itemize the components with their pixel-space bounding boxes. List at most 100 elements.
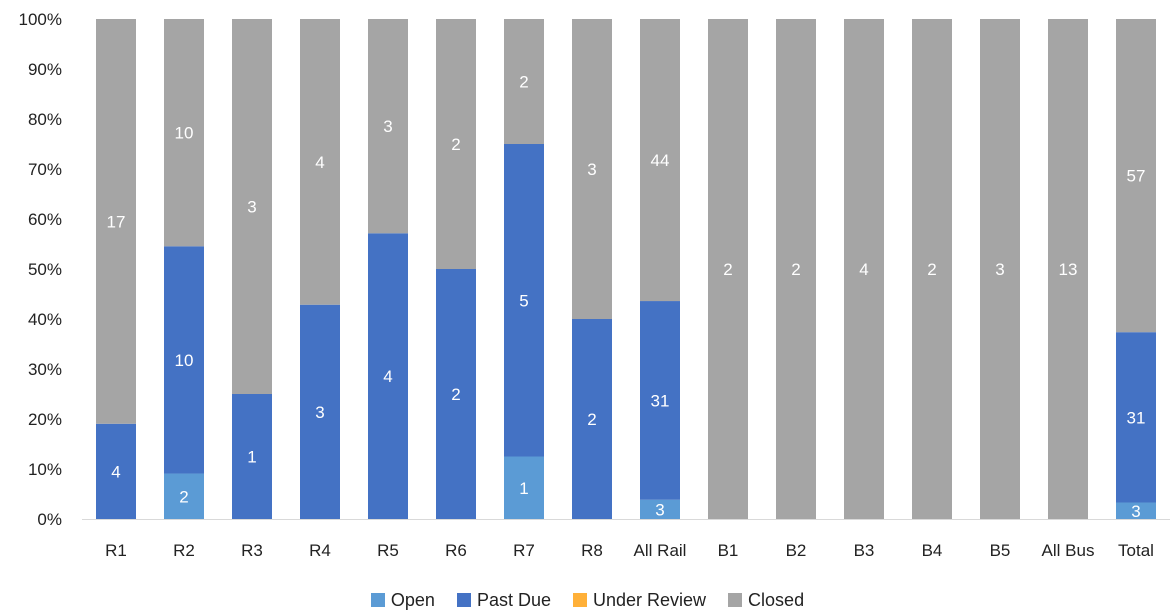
legend-label-closed: Closed — [748, 589, 805, 610]
bar-segment-past-due — [300, 304, 340, 519]
bar-segment-closed — [708, 19, 748, 519]
bar-segment-closed — [504, 19, 544, 144]
x-tick-label: B4 — [922, 541, 943, 560]
x-tick-label: R1 — [105, 541, 127, 560]
legend-label-under-review: Under Review — [593, 589, 707, 610]
data-label-closed: 4 — [859, 260, 868, 279]
data-label-closed: 2 — [723, 260, 732, 279]
bar-segment-closed — [844, 19, 884, 519]
bar-segment-closed — [980, 19, 1020, 519]
x-tick-label: R7 — [513, 541, 535, 560]
bar-segment-open — [1116, 502, 1156, 519]
y-tick-label: 40% — [28, 310, 62, 329]
legend: Open Past Due Under Review Closed — [0, 588, 1175, 612]
data-label-closed: 3 — [995, 260, 1004, 279]
data-label-closed: 3 — [247, 198, 256, 217]
bar-segment-open — [164, 473, 204, 519]
x-tick-label: R3 — [241, 541, 263, 560]
legend-swatch-closed — [728, 593, 743, 607]
x-tick-label: B1 — [718, 541, 739, 560]
data-label-open: 3 — [655, 500, 664, 519]
x-tick-label: R4 — [309, 541, 331, 560]
y-tick-label: 10% — [28, 460, 62, 479]
data-label-closed: 10 — [175, 124, 194, 143]
legend-label-past-due: Past Due — [476, 589, 551, 610]
bar-segment-past-due — [436, 269, 476, 519]
data-label-past-due: 2 — [587, 410, 596, 429]
x-axis-ticks: R1 R2 R3 R4 R5 R6 R7 R8 All Rail B1 B2 B3 B4 B5 All Bu… — [105, 541, 1154, 560]
data-label-closed: 2 — [519, 73, 528, 92]
bar-segment-closed — [1116, 19, 1156, 333]
data-label-past-due: 31 — [651, 391, 670, 410]
legend-swatch-under-review — [573, 593, 587, 607]
data-label-past-due: 2 — [451, 385, 460, 404]
data-label-past-due: 4 — [383, 367, 392, 386]
x-tick-label: R5 — [377, 541, 399, 560]
bar-segment-past-due — [164, 246, 204, 474]
data-label-closed: 13 — [1059, 260, 1078, 279]
y-tick-label: 50% — [28, 260, 62, 279]
legend-label-open: Open — [390, 589, 435, 610]
bar-segment-past-due — [504, 144, 544, 457]
x-tick-label: R2 — [173, 541, 195, 560]
bar-segment-past-due — [232, 394, 272, 519]
y-tick-label: 20% — [28, 410, 62, 429]
data-label-closed: 2 — [927, 260, 936, 279]
stacked-bar-chart: 0%10%20%30%40%50%60%70%80%90%100% 417210… — [19, 10, 1170, 560]
data-label-past-due: 3 — [315, 403, 324, 422]
x-tick-label: R8 — [581, 541, 603, 560]
y-tick-label: 30% — [28, 360, 62, 379]
data-label-closed: 3 — [383, 117, 392, 136]
bar-segment-closed — [1048, 19, 1088, 519]
legend-item-under-review: Under Review — [573, 590, 706, 611]
y-tick-label: 0% — [37, 510, 62, 529]
bar-segment-closed — [572, 19, 612, 319]
data-label-closed: 17 — [107, 212, 126, 231]
y-tick-label: 70% — [28, 160, 62, 179]
legend-item-past-due: Past Due — [456, 589, 551, 611]
legend-swatch-past-due — [456, 593, 471, 607]
data-label-closed: 2 — [791, 260, 800, 279]
data-label-closed: 44 — [651, 151, 670, 170]
y-axis-ticks: 0% 10% 20% 30% 40% 50% 60% 70% 80% 90% 100% — [19, 10, 62, 529]
bar-segment-closed — [436, 19, 476, 269]
data-label-past-due: 4 — [111, 462, 120, 481]
y-tick-label: 60% — [28, 210, 62, 229]
x-tick-label: All Bus — [1042, 541, 1095, 560]
x-tick-label: Total — [1118, 541, 1154, 560]
bar-segment-closed — [164, 19, 204, 247]
x-tick-label: All Rail — [634, 541, 687, 560]
data-label-closed: 57 — [1127, 167, 1146, 186]
y-tick-label: 90% — [28, 60, 62, 79]
data-label-past-due: 1 — [247, 448, 256, 467]
bar-segment-open — [504, 456, 544, 519]
bar-segment-closed — [232, 19, 272, 394]
bar-segment-closed — [300, 19, 340, 305]
x-tick-label: R6 — [445, 541, 467, 560]
bar-segment-open — [640, 499, 680, 519]
bar-segment-closed — [912, 19, 952, 519]
bar-segment-past-due — [368, 233, 408, 520]
y-tick-label: 80% — [28, 110, 62, 129]
bar-segment-closed — [368, 19, 408, 234]
y-tick-label: 100% — [19, 10, 62, 29]
bar-segment-closed — [640, 19, 680, 302]
data-label-closed: 2 — [451, 135, 460, 154]
bar-segment-past-due — [1116, 332, 1156, 503]
data-label-open: 3 — [1131, 502, 1140, 521]
bar-segment-closed — [776, 19, 816, 519]
bar-segment-past-due — [640, 301, 680, 500]
x-tick-label: B2 — [786, 541, 807, 560]
data-label-closed: 4 — [315, 153, 324, 172]
x-tick-label: B3 — [854, 541, 875, 560]
data-label-past-due: 5 — [519, 291, 528, 310]
x-tick-label: B5 — [990, 541, 1011, 560]
bar-segment-closed — [96, 19, 136, 424]
bar-segment-past-due — [572, 319, 612, 519]
legend-item-open: Open — [370, 589, 435, 611]
bar-segment-past-due — [96, 423, 136, 519]
data-label-open: 2 — [179, 487, 188, 506]
data-label-open: 1 — [519, 479, 528, 498]
legend-swatch-open — [370, 593, 385, 607]
